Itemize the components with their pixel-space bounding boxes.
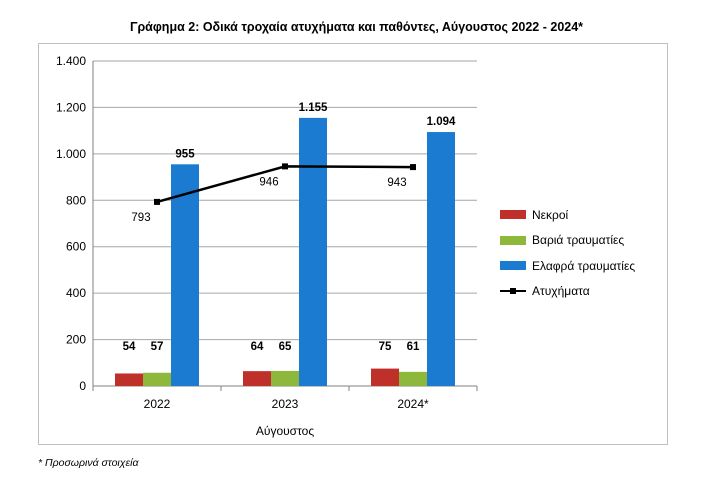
data-label: 1.155 [299,102,328,114]
data-label: 54 [123,341,136,353]
x-tick-label: 2022 [144,397,171,411]
bar-1 [143,372,171,386]
data-label: 65 [279,341,292,353]
bar-2 [299,117,327,386]
legend-label: Βαριά τραυματίες [532,233,625,248]
line-point [410,164,416,171]
legend-swatch [500,210,526,220]
data-label: 57 [151,341,164,353]
y-tick-label: 0 [79,379,86,393]
legend-label: Ελαφρά τραυματίες [532,258,636,273]
legend-swatch [500,235,526,245]
legend-item: Βαριά τραυματίες [500,228,635,254]
data-label: 943 [387,177,406,189]
y-tick-label: 1.200 [56,100,86,114]
bar-0 [243,371,271,386]
data-label: 955 [175,148,195,160]
legend-swatch [500,261,526,271]
y-tick-label: 1.000 [56,147,86,161]
data-label: 75 [379,341,392,353]
line-point [154,198,160,205]
legend-label: Νεκροί [532,207,569,222]
bar-2 [427,132,455,386]
x-axis-title: Αύγουστος [256,424,314,438]
data-label: 61 [407,341,420,353]
y-tick-label: 800 [66,193,86,207]
chart-title: Γράφημα 2: Οδικά τροχαία ατυχήματα και π… [129,20,584,34]
y-tick-label: 400 [66,286,86,300]
bar-0 [115,373,143,386]
legend-item: Ελαφρά τραυματίες [500,253,635,279]
bar-0 [371,368,399,386]
bar-1 [271,370,299,386]
y-tick-label: 1.400 [56,54,86,68]
bar-1 [399,371,427,386]
y-tick-label: 600 [66,240,86,254]
line-point [282,163,288,170]
bar-2 [171,164,199,386]
chart-frame [38,43,668,445]
legend-item: Νεκροί [500,202,635,228]
data-label: 946 [259,176,278,188]
footnote: * Προσωρινά στοιχεία [38,457,139,469]
legend-line-swatch [500,288,526,295]
data-label: 64 [251,341,264,353]
x-tick-label: 2023 [272,397,299,411]
y-tick-label: 200 [66,333,86,347]
data-label: 793 [131,212,150,224]
legend: Νεκροί Βαριά τραυματίες Ελαφρά τραυματίες Α… [500,202,635,304]
legend-item: Ατυχήματα [500,279,635,305]
data-label: 1.094 [427,116,456,128]
legend-label: Ατυχήματα [532,284,590,299]
x-tick-label: 2024* [397,397,429,411]
